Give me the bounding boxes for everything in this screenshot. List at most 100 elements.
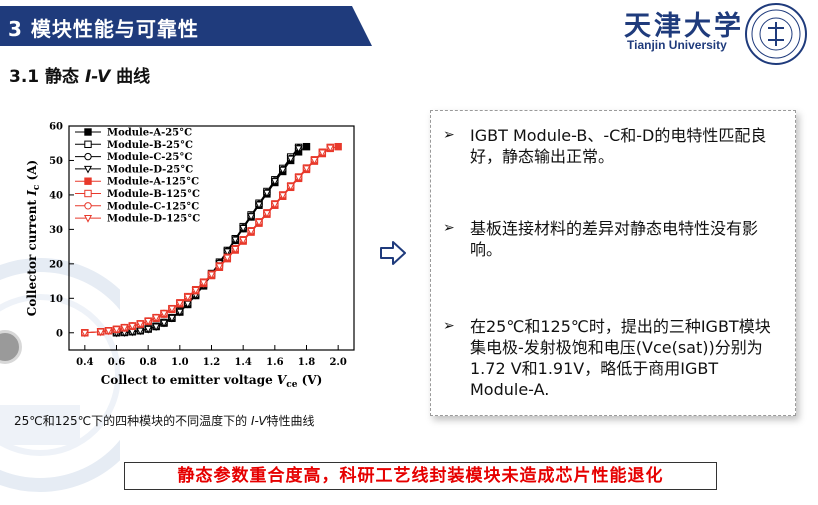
data-point	[152, 314, 161, 323]
data-point	[175, 300, 184, 308]
y-tick-label: 60	[49, 122, 63, 133]
data-point	[231, 245, 240, 254]
data-point	[175, 308, 184, 317]
data-point	[326, 144, 335, 153]
x-tick-label: 1.4	[234, 357, 251, 368]
data-point	[239, 237, 248, 245]
nav-dot-button[interactable]	[0, 330, 22, 364]
section-heading-prefix: 3.1 静态	[9, 67, 85, 87]
legend-marker	[83, 215, 93, 223]
data-point	[167, 314, 176, 323]
data-point	[120, 324, 129, 333]
data-point	[199, 279, 208, 288]
data-point	[310, 157, 319, 165]
data-point	[128, 322, 137, 331]
data-point	[80, 329, 89, 338]
bullet-item: ➢ 基板连接材料的差异对静态电特性没有影响。	[443, 218, 785, 260]
legend-item: Module-D-25°C	[75, 164, 193, 175]
x-tick-label: 0.4	[76, 357, 93, 368]
data-point	[270, 178, 279, 186]
legend-marker	[84, 152, 92, 161]
legend-label: Module-D-125°C	[107, 214, 200, 225]
university-logo-text: 天津大学	[624, 11, 744, 42]
bullet-item: ➢ 在25℃和125℃时，提出的三种IGBT模块集电极-发射极饱和电压(Vce(…	[443, 316, 785, 400]
legend-marker	[84, 189, 92, 198]
legend-label: Module-C-125°C	[107, 201, 199, 212]
arrowhead-bullet-icon: ➢	[443, 127, 455, 143]
university-seal-icon	[745, 3, 807, 65]
bullet-item: ➢ IGBT Module-B、-C和-D的电特性匹配良好，静态输出正常。	[443, 125, 785, 167]
data-point	[223, 254, 232, 263]
data-point	[286, 183, 295, 191]
legend-label: Module-A-25°C	[107, 128, 192, 139]
data-point	[254, 201, 264, 210]
data-point	[104, 327, 113, 336]
conclusion-banner: 静态参数重合度高，科研工艺线封装模块未造成芯片性能退化	[124, 462, 717, 490]
x-tick-label: 1.0	[171, 357, 188, 368]
x-tick-label: 1.6	[266, 357, 283, 368]
data-point	[152, 323, 161, 332]
right-arrow-icon	[380, 241, 406, 265]
y-tick-label: 10	[49, 294, 63, 305]
series-7	[80, 144, 335, 338]
bullet-text: 在25℃和125℃时，提出的三种IGBT模块集电极-发射极饱和电压(Vce(sa…	[470, 317, 771, 399]
data-point	[96, 328, 105, 337]
x-tick-label: 0.8	[139, 357, 156, 368]
data-point	[262, 210, 271, 218]
data-point	[191, 286, 200, 295]
data-point	[318, 149, 327, 158]
data-point	[278, 192, 287, 200]
title-bar: 3 模块性能与可靠性	[0, 6, 372, 46]
series-line	[84, 147, 331, 334]
x-tick-label: 1.8	[298, 357, 315, 368]
x-tick-label: 1.2	[203, 357, 220, 368]
conclusion-panel: ➢ IGBT Module-B、-C和-D的电特性匹配良好，静态输出正常。 ➢ …	[430, 110, 796, 416]
data-point	[239, 224, 248, 233]
data-point	[334, 142, 342, 151]
legend-item: Module-C-125°C	[75, 201, 199, 212]
legend-item: Module-C-25°C	[75, 152, 192, 163]
data-point	[278, 166, 287, 175]
campus-watermark	[0, 258, 120, 492]
data-point	[254, 219, 264, 227]
data-point	[294, 145, 303, 153]
legend-label: Module-B-125°C	[107, 189, 200, 200]
data-point	[247, 213, 256, 221]
data-point	[112, 326, 121, 334]
arrowhead-bullet-icon: ➢	[443, 220, 455, 236]
arrowhead-bullet-icon: ➢	[443, 318, 455, 334]
caption-italic: I-V	[250, 414, 267, 428]
data-point	[144, 317, 153, 326]
legend-label: Module-A-125°C	[107, 177, 199, 188]
legend-item: Module-D-125°C	[75, 214, 200, 225]
caption-prefix: 25℃和125℃下的四种模块的不同温度下的	[14, 414, 251, 428]
section-heading-suffix: 曲线	[110, 67, 151, 87]
x-tick-label: 2.0	[329, 357, 346, 368]
data-point	[302, 142, 311, 151]
university-logo-english: Tianjin University	[627, 38, 727, 52]
data-point	[144, 325, 153, 334]
legend-marker	[84, 177, 92, 185]
y-tick-label: 0	[56, 328, 63, 339]
legend-item: Module-B-25°C	[75, 140, 193, 151]
legend-marker	[83, 165, 93, 174]
y-axis-label: Collector current Ic (A)	[25, 160, 42, 316]
data-point	[223, 248, 232, 257]
data-point	[215, 263, 224, 271]
chart-caption: 25℃和125℃下的四种模块的不同温度下的 I-V特性曲线	[14, 412, 315, 429]
iv-curve-chart: 0.4 0.6 0.8 1.0 1.2 1.4 1.6 1.8 2.0 0 10 20 30 40 50 60…	[25, 122, 355, 390]
data-point	[183, 293, 192, 302]
data-point	[159, 319, 169, 328]
bullet-text: 基板连接材料的差异对静态电特性没有影响。	[470, 219, 759, 259]
data-point	[270, 201, 279, 209]
slide-title: 3 模块性能与可靠性	[8, 17, 199, 41]
data-point	[286, 155, 295, 164]
legend-item: Module-B-125°C	[75, 189, 200, 200]
legend-marker	[84, 202, 92, 210]
data-point	[247, 228, 256, 236]
y-tick-label: 20	[49, 259, 63, 270]
legend-label: Module-C-25°C	[107, 152, 192, 163]
data-point	[167, 305, 176, 314]
y-tick-label: 40	[49, 190, 63, 201]
legend-marker	[84, 128, 92, 136]
